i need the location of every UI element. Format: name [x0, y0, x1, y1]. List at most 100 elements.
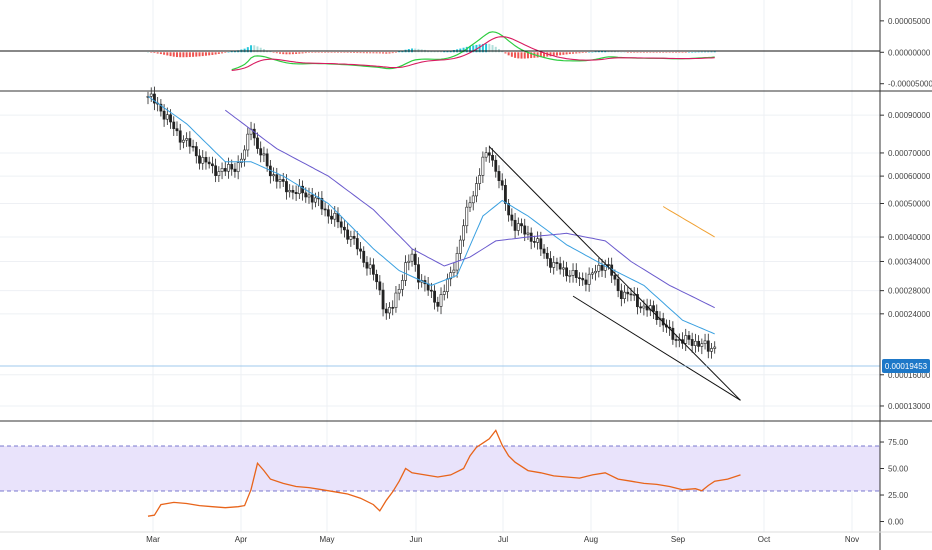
macd-histogram-bar [253, 45, 256, 53]
candle-body [165, 114, 169, 120]
macd-histogram-bar [433, 51, 436, 53]
candle-body [636, 294, 639, 308]
candle-body [571, 270, 575, 276]
macd-histogram-bar [285, 52, 288, 55]
macd-histogram-bar [156, 52, 159, 54]
candle-body [626, 291, 630, 295]
candle-body [465, 206, 469, 227]
candle-body [256, 137, 259, 149]
macd-histogram-bar [414, 48, 417, 53]
candle-body [272, 174, 275, 177]
macd-histogram-bar [617, 51, 620, 53]
candle-body [323, 208, 327, 211]
macd-histogram-bar [230, 51, 233, 53]
macd-histogram-bar [694, 51, 697, 53]
macd-histogram-bar [623, 52, 626, 53]
ma-line-ma_slow [225, 109, 715, 309]
candle-body [178, 130, 182, 143]
macd-histogram-bar [610, 50, 613, 53]
macd-histogram-bar [308, 52, 310, 53]
candle-body [494, 159, 498, 172]
macd-histogram-bar [601, 50, 604, 53]
macd-axis-labels: 0.00005000 0.00000000 -0.00005000 [880, 17, 932, 89]
candle-body [446, 278, 449, 292]
macd-histogram-bar [175, 52, 178, 58]
candle-body [532, 241, 536, 243]
macd-histogram-bar [671, 52, 674, 53]
candle-body [468, 202, 472, 208]
candle-body [478, 175, 482, 184]
candle-body [684, 335, 688, 344]
macd-histogram-bar [359, 52, 362, 54]
candle-body [523, 225, 527, 235]
macd-histogram-bar [182, 52, 185, 58]
candle-body [584, 279, 588, 285]
candle-body [491, 154, 494, 161]
macd-histogram-bar [269, 51, 272, 53]
x-tick-label: Oct [758, 535, 771, 544]
macd-histogram-bar [530, 52, 533, 59]
macd-histogram-bar [259, 47, 262, 53]
macd-histogram-bar [398, 51, 401, 53]
macd-histogram-bar [333, 52, 336, 53]
rsi-pane[interactable] [0, 429, 880, 517]
macd-histogram-bar [388, 52, 391, 54]
macd-histogram-bar [665, 52, 668, 53]
candle-body [359, 248, 362, 252]
candle-body [616, 278, 620, 292]
candle-body [211, 163, 214, 167]
candle-body [462, 225, 465, 241]
macd-histogram-bar [704, 51, 707, 53]
macd-histogram-bar [520, 52, 523, 59]
macd-histogram-bar [340, 52, 343, 53]
candle-body [452, 269, 456, 273]
macd-histogram-bar [224, 52, 227, 53]
macd-histogram-bar [343, 52, 346, 53]
macd-histogram-bar [436, 51, 439, 53]
candle-body [484, 152, 488, 158]
candle-body [568, 275, 572, 277]
x-tick-label: Aug [584, 535, 598, 544]
candle-body [510, 214, 514, 221]
macd-histogram-bar [378, 52, 381, 54]
candle-body [355, 238, 359, 250]
candle-body [262, 153, 266, 156]
macd-histogram-bar [317, 52, 320, 53]
candle-body [149, 93, 153, 97]
macd-histogram-bar [327, 52, 330, 53]
macd-histogram-bar [279, 52, 282, 54]
y-tick-label: 0.00070000 [888, 149, 931, 158]
macd-histogram-bar [526, 52, 529, 59]
macd-histogram-bar [539, 52, 542, 58]
candle-body [214, 165, 218, 176]
macd-histogram-bar [362, 52, 365, 54]
candle-body [346, 229, 350, 240]
candle-body [561, 267, 565, 270]
candle-body [400, 280, 404, 290]
candle-body [629, 293, 633, 296]
candle-body [693, 340, 697, 346]
macd-histogram-bar [272, 52, 275, 53]
price-axis-labels: 0.00090000 0.00070000 0.00060000 0.00050000… [880, 111, 931, 411]
macd-histogram-bar [514, 52, 517, 58]
macd-histogram-bar [684, 52, 687, 53]
macd-histogram-bar [523, 52, 526, 59]
candle-body [307, 194, 311, 198]
candle-body [574, 270, 578, 278]
candle-body [417, 264, 420, 283]
candle-body [581, 278, 585, 281]
candle-body [285, 181, 288, 193]
candle-body [504, 185, 507, 204]
candle-body [239, 158, 243, 163]
price-pane[interactable] [0, 86, 880, 401]
candle-body [481, 156, 485, 176]
macd-histogram-bar [227, 52, 230, 53]
macd-histogram-bar [411, 48, 414, 53]
candle-body [233, 168, 237, 172]
current-price-badge: 0.00019453 [882, 359, 930, 373]
macd-histogram-bar [710, 51, 713, 53]
candle-body [526, 232, 530, 235]
candle-body [713, 346, 717, 349]
macd-histogram-bar [687, 52, 690, 53]
